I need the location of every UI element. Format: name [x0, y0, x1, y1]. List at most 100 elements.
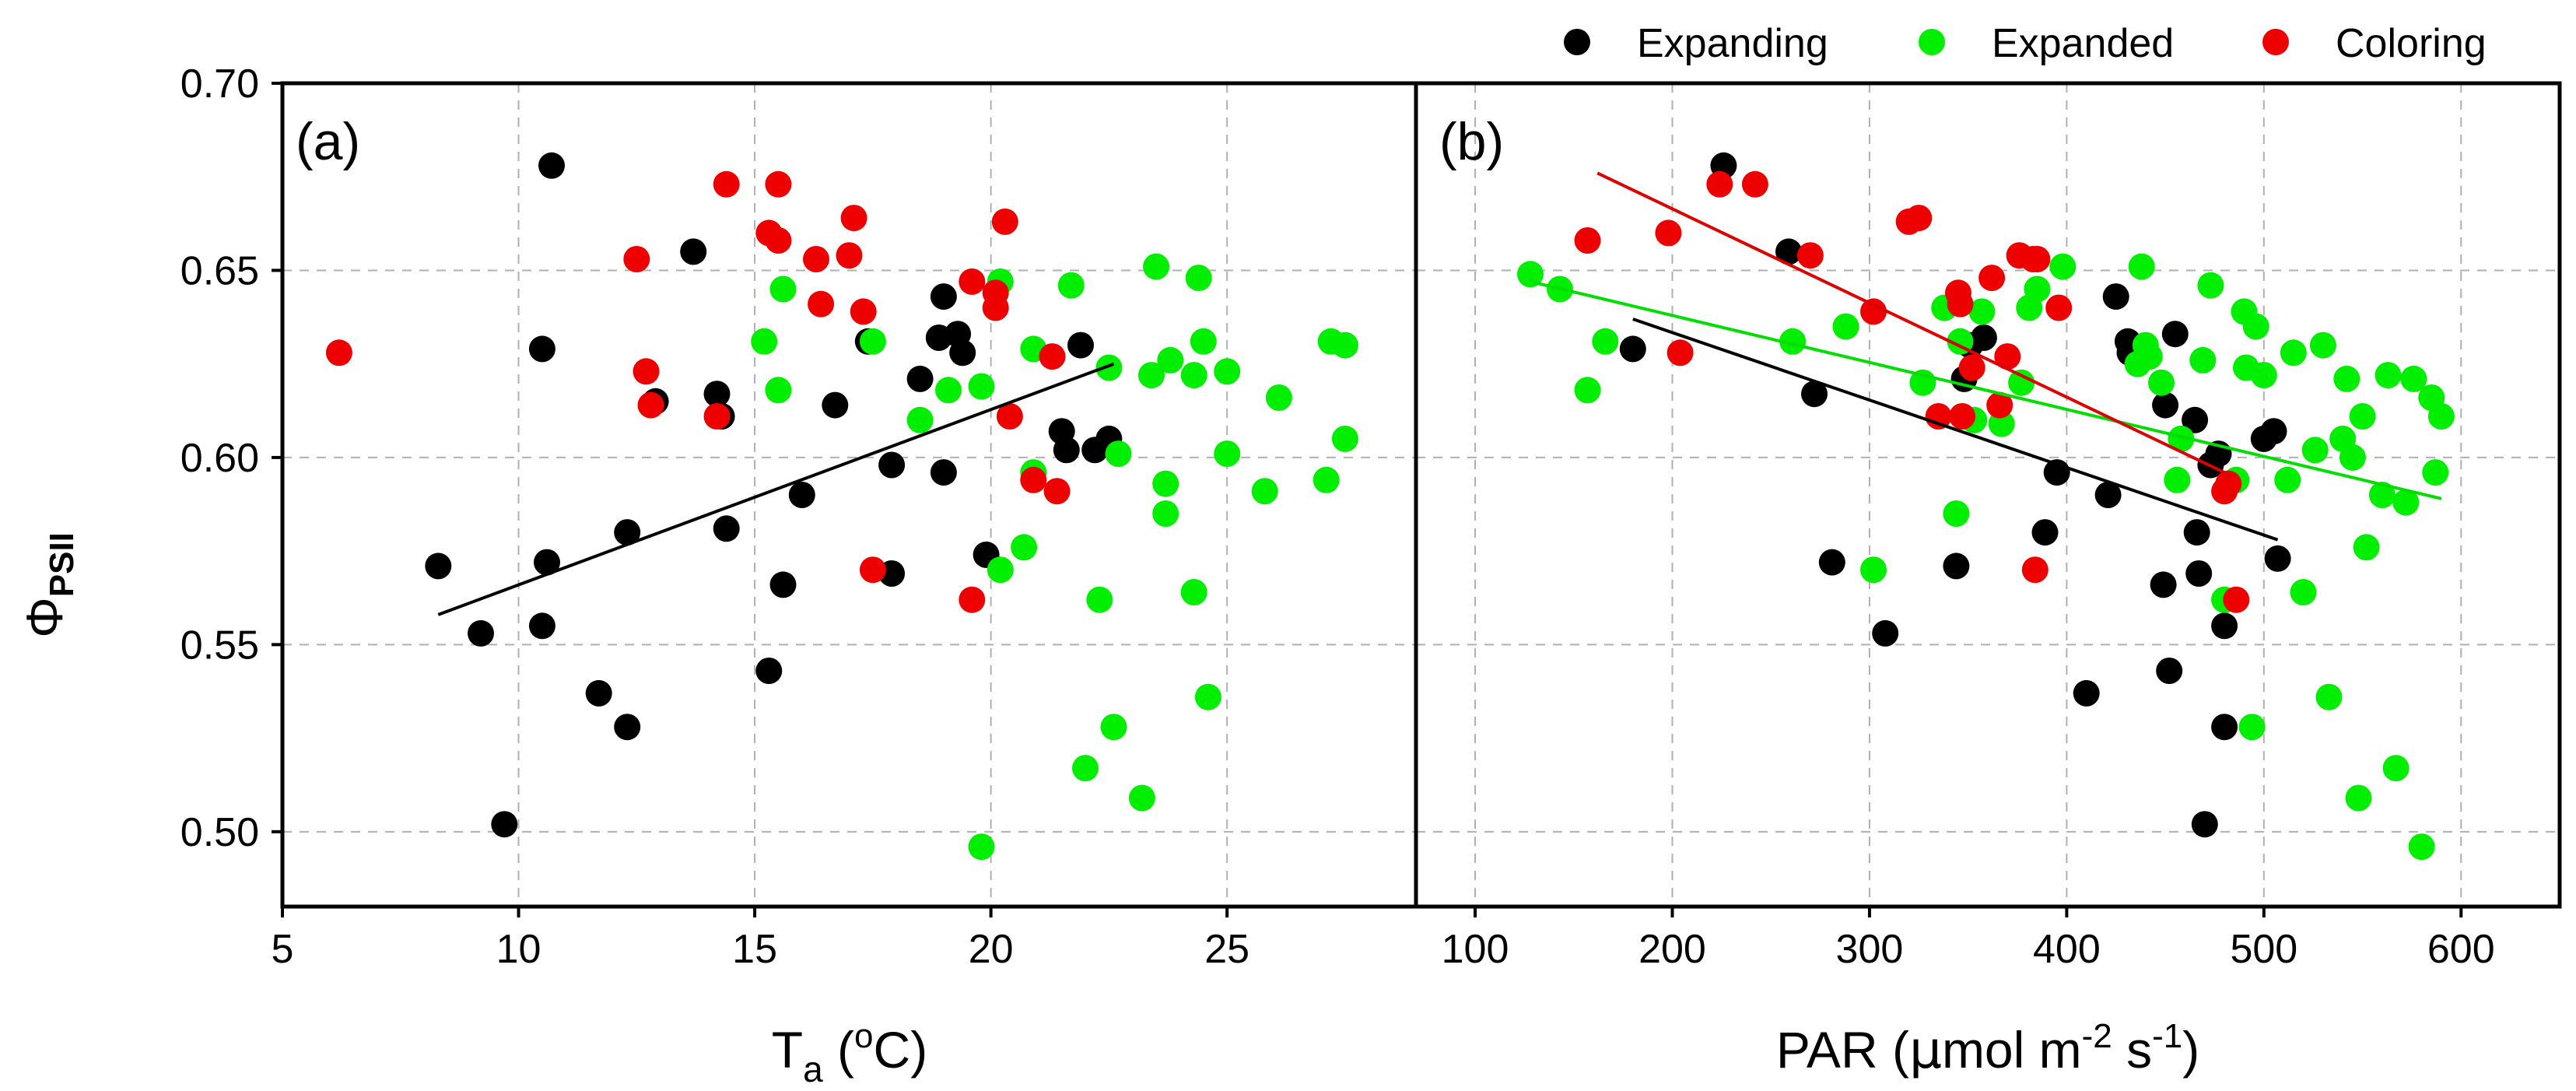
- panel-b-point-expanded: [2242, 313, 2269, 340]
- panel-b-point-coloring: [1667, 339, 1694, 367]
- panel-b-point-expanded: [1832, 313, 1859, 340]
- panel-a-point-expanding: [528, 612, 556, 640]
- panel-a-point-expanding: [614, 714, 641, 741]
- panel-b-point-expanded: [2382, 755, 2410, 782]
- panel-a-point-expanded: [765, 377, 792, 404]
- panel-b-point-coloring: [1741, 170, 1768, 198]
- panel-a-point-expanding: [528, 335, 556, 363]
- panel-b-point-expanded: [2280, 339, 2307, 367]
- panel-b-points: [1517, 152, 2455, 861]
- panel-a-point-expanded: [1190, 328, 1217, 355]
- panel-b-ticks: 100 200 300 400 500 600: [1442, 907, 2495, 972]
- panel-b-point-expanding: [2185, 560, 2213, 587]
- panel-b-point-expanded: [2168, 425, 2195, 452]
- panel-a-point-expanded: [1185, 265, 1212, 292]
- panel-b-x-title-end: ): [2182, 1021, 2199, 1079]
- panel-a-y-tick-label: 0.50: [180, 810, 259, 855]
- panel-a-x-title-unit: C): [874, 1021, 928, 1079]
- panel-a-x-tick-label: 10: [496, 927, 541, 972]
- panel-a-point-expanded: [1143, 253, 1170, 280]
- panel-a-point-expanded: [1105, 440, 1132, 468]
- panel-a-point-coloring: [1039, 343, 1066, 370]
- panel-a-point-expanded: [1157, 346, 1184, 374]
- panel-b-fit-line-expanding: [1632, 317, 2279, 542]
- panel-a-point-coloring: [765, 170, 792, 198]
- panel-a-point-expanded: [1086, 586, 1113, 613]
- panel-a-point-expanded: [906, 406, 934, 433]
- panel-a-point-coloring: [703, 403, 731, 430]
- y-axis-title-subscript: PSII: [43, 532, 81, 597]
- panel-b-x-title-sup2: -1: [2152, 1017, 2182, 1055]
- panel-b-point-expanded: [1574, 377, 1601, 404]
- panel-b-point-expanded: [2339, 444, 2366, 471]
- panel-b-point-expanding: [1818, 549, 1845, 576]
- legend-marker-coloring: [2262, 29, 2289, 55]
- panel-a-point-expanding: [468, 619, 494, 647]
- panel-b-point-expanded: [2008, 369, 2035, 396]
- panel-b-point-coloring: [1978, 265, 2006, 292]
- panel-a-point-expanded: [1152, 470, 1179, 497]
- panel-b-point-coloring: [1949, 403, 1976, 430]
- panel-b-x-tick-label: 200: [1638, 927, 1706, 972]
- legend-label-coloring: Coloring: [2336, 21, 2487, 66]
- panel-a-point-expanding: [788, 482, 815, 508]
- panel-b-point-coloring: [2045, 294, 2073, 321]
- panel-a-point-expanding: [585, 679, 612, 707]
- panel-a-point-expanding: [1053, 437, 1080, 464]
- panel-a-point-coloring: [1043, 478, 1071, 505]
- panel-b-x-title-mid2: s: [2112, 1021, 2152, 1079]
- panel-b-point-expanding: [2182, 406, 2209, 433]
- panel-b-point-coloring: [1574, 227, 1601, 254]
- panel-a-point-coloring: [859, 556, 886, 584]
- panel-b-point-expanded: [2408, 833, 2435, 861]
- panel-b-point-expanded: [2250, 362, 2277, 389]
- panel-a-x-tick-label: 20: [969, 927, 1014, 972]
- panel-b-point-expanding: [2191, 811, 2218, 838]
- panel-b-point-coloring: [2223, 586, 2250, 613]
- panel-a-point-coloring: [325, 339, 352, 367]
- panel-b-point-expanded: [2427, 403, 2455, 430]
- panel-a-point-expanding: [713, 515, 740, 542]
- panel-b: 100 200 300 400 500 600 (b) PAR (μmol m-2 s-1…: [1414, 81, 2562, 1080]
- panel-b-x-title-mu: μ: [1909, 1020, 1942, 1080]
- panel-a-x-tick-label: 5: [272, 927, 294, 972]
- panel-b-x-title-mid: mol m: [1942, 1021, 2082, 1079]
- panel-b-point-expanding: [2264, 545, 2291, 572]
- panel-a-label: (a): [296, 112, 360, 171]
- panel-a-point-expanding: [491, 811, 518, 838]
- panel-b-point-expanding: [1619, 335, 1646, 363]
- panel-b-point-expanding: [2152, 391, 2179, 419]
- panel-a-x-title-open: (: [823, 1021, 854, 1079]
- panel-a-point-expanding: [614, 519, 641, 546]
- panel-b-point-expanded: [2374, 362, 2402, 389]
- panel-a-fit-line-expanding: [437, 362, 1115, 616]
- panel-a-point-expanding: [822, 391, 849, 419]
- panel-b-x-tick-label: 600: [2427, 927, 2495, 972]
- panel-a-point-expanded: [1313, 466, 1340, 493]
- panel-b-point-expanded: [2024, 275, 2051, 303]
- panel-a-point-expanded: [1180, 362, 1207, 389]
- panel-a-point-expanded: [1214, 440, 1241, 468]
- panel-b-point-coloring: [1947, 290, 1974, 317]
- legend-marker-expanding: [1564, 29, 1590, 55]
- panel-b-point-expanded: [2315, 683, 2343, 710]
- panel-b-point-expanded: [1592, 328, 1619, 355]
- panel-b-point-coloring: [1958, 354, 1985, 381]
- panel-b-point-expanded: [2274, 466, 2301, 493]
- panel-b-point-expanded: [2148, 369, 2175, 396]
- legend-label-expanding: Expanding: [1637, 21, 1828, 66]
- panel-b-point-expanding: [1970, 324, 1997, 351]
- panel-b-point-expanded: [2136, 343, 2163, 370]
- panel-a-point-expanding: [425, 553, 452, 580]
- panel-b-fit-line-coloring: [1596, 171, 2234, 478]
- legend: Expanding Expanded Coloring: [1564, 21, 2487, 66]
- panel-a-point-coloring: [959, 586, 986, 613]
- panel-a-point-expanded: [968, 373, 995, 400]
- panel-a-x-tick-label: 15: [732, 927, 777, 972]
- panel-b-point-coloring: [1860, 298, 1887, 325]
- panel-a-point-coloring: [803, 246, 829, 272]
- panel-a-point-expanding: [949, 339, 976, 367]
- panel-b-point-coloring: [2021, 556, 2049, 584]
- panel-b-label: (b): [1439, 112, 1504, 171]
- panel-b-point-expanding: [2094, 482, 2122, 508]
